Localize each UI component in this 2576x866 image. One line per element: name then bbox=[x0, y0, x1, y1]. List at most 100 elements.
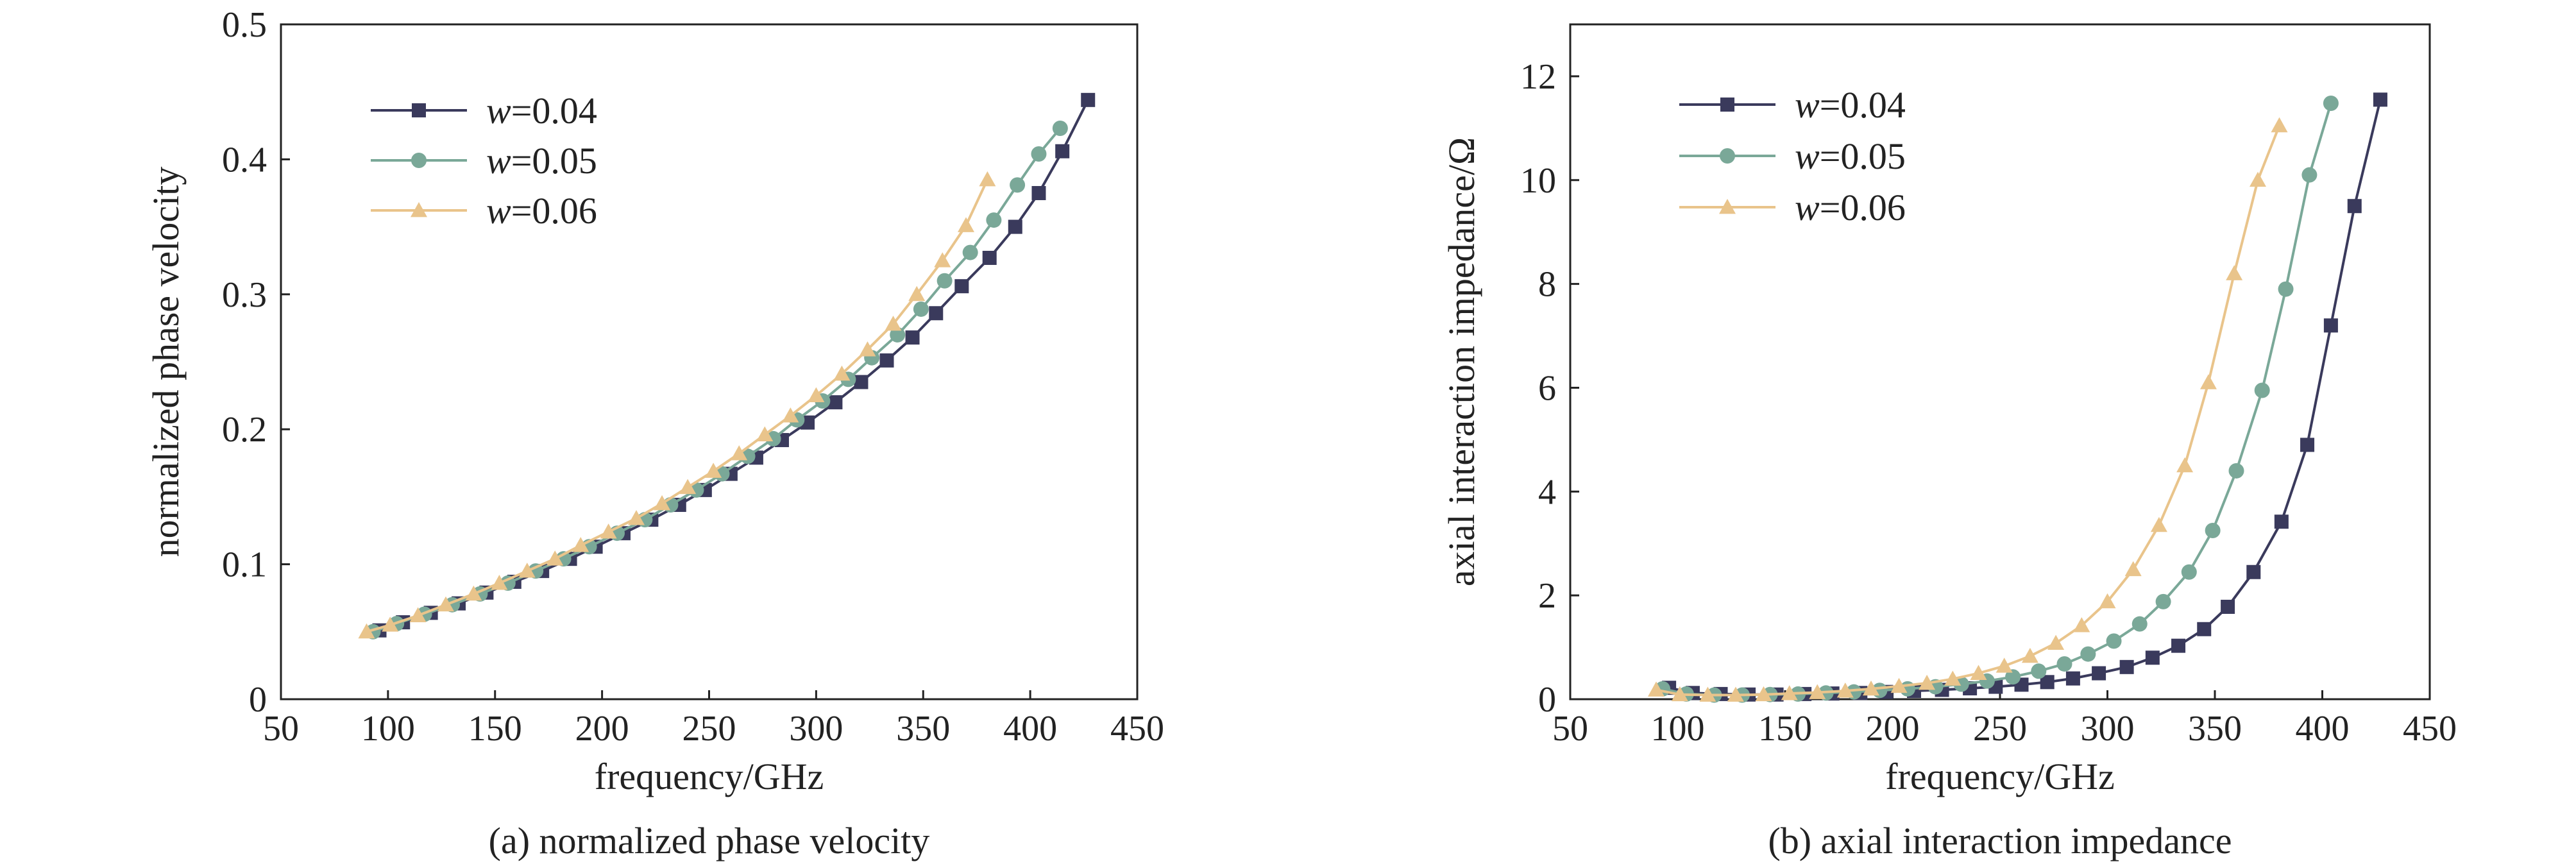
y-axis-label: normalized phase velocity bbox=[145, 167, 187, 557]
data-point-13 bbox=[705, 463, 722, 478]
data-point-23 bbox=[2250, 171, 2266, 187]
data-point-22 bbox=[2226, 265, 2243, 280]
data-point-6 bbox=[1809, 684, 1826, 699]
data-point-20 bbox=[2176, 457, 2194, 473]
data-point-7 bbox=[1836, 683, 1854, 698]
data-point-7 bbox=[547, 550, 564, 566]
legend-var: w bbox=[1795, 135, 1820, 177]
data-point-15 bbox=[2065, 671, 2080, 686]
legend-label: w=0.04 bbox=[1795, 84, 1906, 126]
legend-var: w bbox=[1795, 84, 1820, 126]
data-point-17 bbox=[2106, 633, 2122, 649]
data-point-18 bbox=[833, 365, 851, 381]
legend-entry-3: w=0.06 bbox=[371, 190, 597, 232]
data-point-5 bbox=[491, 575, 508, 590]
legend-var: w bbox=[486, 140, 511, 182]
x-tick-label: 250 bbox=[1973, 709, 2027, 749]
data-point-19 bbox=[2150, 516, 2167, 532]
data-point-24 bbox=[1008, 219, 1022, 234]
data-point-23 bbox=[2274, 514, 2289, 529]
data-point-legend bbox=[411, 153, 427, 168]
legend-entry-2: w=0.05 bbox=[1679, 135, 1906, 177]
data-point-12 bbox=[679, 479, 697, 495]
series-line bbox=[366, 179, 989, 633]
x-tick-label: 300 bbox=[789, 709, 843, 749]
legend-var: w bbox=[486, 90, 511, 132]
data-point-3 bbox=[437, 596, 454, 612]
y-tick-label: 0.1 bbox=[222, 545, 267, 585]
data-point-22 bbox=[954, 279, 969, 294]
figure-caption: (a) normalized phase velocity bbox=[489, 820, 930, 862]
legend-label: w=0.05 bbox=[1795, 135, 1906, 177]
x-tick-label: 50 bbox=[1552, 709, 1588, 749]
x-tick-label: 100 bbox=[361, 709, 415, 749]
data-point-17 bbox=[2099, 593, 2116, 609]
data-point-legend bbox=[412, 103, 426, 117]
data-point-15 bbox=[2047, 634, 2065, 650]
x-tick-label: 300 bbox=[2081, 709, 2135, 749]
y-tick-label: 6 bbox=[1538, 368, 1556, 408]
x-tick-label: 350 bbox=[2188, 709, 2242, 749]
data-point-13 bbox=[1996, 658, 2013, 673]
data-point-0 bbox=[1648, 681, 1665, 697]
data-point-21 bbox=[913, 301, 929, 317]
data-point-11 bbox=[1944, 670, 1962, 686]
data-point-14 bbox=[2031, 663, 2047, 679]
data-point-16 bbox=[2080, 646, 2096, 662]
data-point-18 bbox=[2131, 616, 2148, 632]
legend-value: =0.06 bbox=[511, 190, 597, 232]
data-point-27 bbox=[1052, 121, 1068, 137]
x-tick-label: 200 bbox=[575, 709, 629, 749]
data-point-3 bbox=[1727, 686, 1744, 702]
y-tick-label: 0.2 bbox=[222, 410, 267, 450]
data-point-8 bbox=[1863, 680, 1879, 696]
data-point-21 bbox=[929, 306, 944, 321]
data-point-16 bbox=[2092, 666, 2106, 681]
data-point-5 bbox=[1781, 685, 1798, 700]
data-point-23 bbox=[2254, 382, 2270, 398]
y-tick-label: 12 bbox=[1520, 57, 1556, 97]
x-tick-label: 50 bbox=[263, 709, 299, 749]
legend-entry-3: w=0.06 bbox=[1679, 187, 1906, 228]
x-tick-label: 450 bbox=[2403, 709, 2457, 749]
y-tick-label: 10 bbox=[1520, 161, 1556, 201]
legend-entry-2: w=0.05 bbox=[371, 140, 597, 182]
data-point-legend bbox=[1720, 148, 1735, 164]
data-point-26 bbox=[2347, 199, 2362, 214]
y-tick-label: 0.4 bbox=[222, 140, 267, 180]
legend-value: =0.05 bbox=[511, 140, 597, 182]
data-point-1 bbox=[1671, 686, 1688, 702]
series-1 bbox=[1662, 92, 2387, 702]
y-tick-label: 4 bbox=[1538, 472, 1556, 512]
data-point-17 bbox=[828, 395, 843, 410]
data-point-1 bbox=[382, 616, 399, 632]
data-point-legend bbox=[411, 202, 427, 217]
figure-caption: (b) axial interaction impedance bbox=[1768, 820, 2232, 862]
x-tick-label: 200 bbox=[1866, 709, 1920, 749]
data-point-25 bbox=[2323, 318, 2338, 333]
series-3 bbox=[1648, 117, 2288, 702]
y-tick-label: 2 bbox=[1538, 576, 1556, 616]
y-tick-label: 0 bbox=[1538, 680, 1556, 720]
legend-var: w bbox=[486, 190, 511, 232]
data-point-4 bbox=[1755, 686, 1772, 702]
data-point-2 bbox=[409, 607, 427, 622]
legend-value: =0.06 bbox=[1820, 187, 1906, 228]
data-point-2 bbox=[1699, 686, 1716, 702]
data-point-17 bbox=[808, 387, 825, 402]
data-point-20 bbox=[2197, 622, 2212, 636]
data-point-23 bbox=[962, 244, 978, 260]
y-axis-label: axial interaction impedance/Ω bbox=[1441, 137, 1482, 586]
data-point-9 bbox=[600, 523, 617, 539]
data-point-21 bbox=[908, 285, 926, 301]
legend-label: w=0.06 bbox=[1795, 187, 1906, 228]
data-point-21 bbox=[2221, 599, 2235, 614]
data-point-11 bbox=[654, 495, 671, 511]
data-point-23 bbox=[958, 217, 974, 232]
data-point-19 bbox=[2171, 638, 2186, 653]
legend-label: w=0.06 bbox=[486, 190, 597, 232]
x-tick-label: 150 bbox=[1758, 709, 1812, 749]
data-point-22 bbox=[936, 273, 953, 289]
series-3 bbox=[358, 171, 996, 639]
